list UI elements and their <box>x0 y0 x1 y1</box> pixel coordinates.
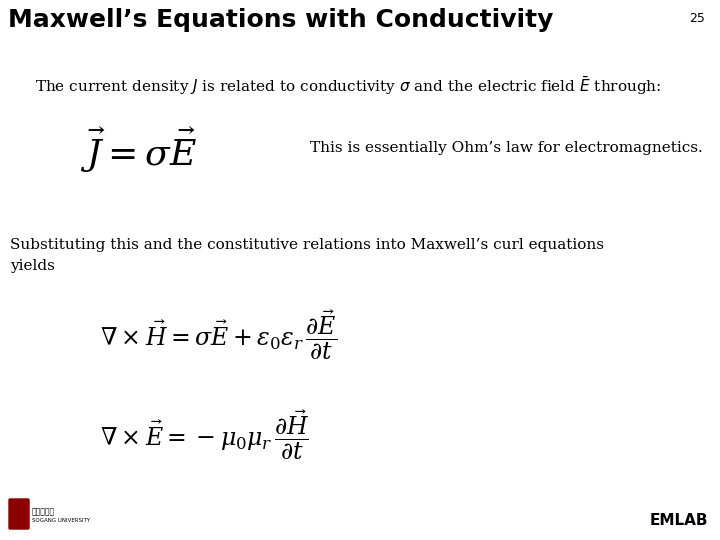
Text: SOGANG UNIVERSITY: SOGANG UNIVERSITY <box>32 518 90 523</box>
Text: This is essentially Ohm’s law for electromagnetics.: This is essentially Ohm’s law for electr… <box>310 141 703 155</box>
Text: Maxwell’s Equations with Conductivity: Maxwell’s Equations with Conductivity <box>8 8 554 32</box>
Text: The current density $J$ is related to conductivity $\sigma$ and the electric fie: The current density $J$ is related to co… <box>35 75 662 97</box>
Text: 25: 25 <box>689 12 705 25</box>
Text: $\vec{J} = \sigma\vec{E}$: $\vec{J} = \sigma\vec{E}$ <box>80 125 197 174</box>
FancyBboxPatch shape <box>9 499 29 529</box>
Text: 서강대학교: 서강대학교 <box>32 507 55 516</box>
Text: EMLAB: EMLAB <box>649 513 708 528</box>
Text: $\nabla \times \vec{H} = \sigma\vec{E} + \varepsilon_0\varepsilon_r\,\dfrac{\par: $\nabla \times \vec{H} = \sigma\vec{E} +… <box>100 308 337 362</box>
Text: Substituting this and the constitutive relations into Maxwell’s curl equations
y: Substituting this and the constitutive r… <box>10 238 604 273</box>
Text: $\nabla \times \vec{E} = -\mu_0\mu_r\,\dfrac{\partial\vec{H}}{\partial t}$: $\nabla \times \vec{E} = -\mu_0\mu_r\,\d… <box>100 408 310 462</box>
